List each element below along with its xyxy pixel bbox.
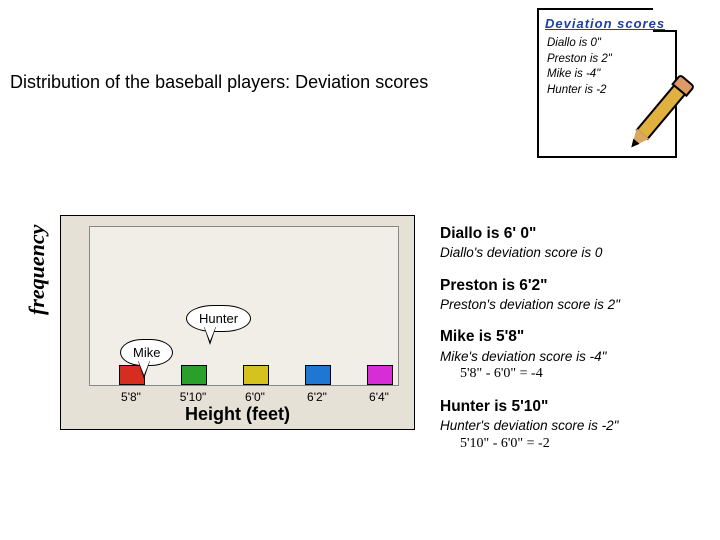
note-line: Hunter is -2 <box>547 83 612 99</box>
explain-sub: Diallo's deviation score is 0 <box>440 244 710 262</box>
explain-sub: Mike's deviation score is -4" <box>440 348 710 366</box>
note-line: Mike is -4" <box>547 67 612 83</box>
chart-container: MikeHunter 5'8" 5'10" 6'0" 6'2" 6'4" Height … <box>60 215 415 430</box>
note-line: Diallo is 0" <box>547 36 612 52</box>
explain-calc: 5'10" - 6'0" = -2 <box>460 435 710 453</box>
bar <box>181 365 207 385</box>
callout-tail <box>138 360 150 375</box>
explain-sub: Hunter's deviation score is -2" <box>440 417 710 435</box>
y-axis-label: frequency <box>24 225 50 315</box>
note-lines: Diallo is 0" Preston is 2" Mike is -4" H… <box>547 36 612 98</box>
explanations: Diallo is 6' 0"Diallo's deviation score … <box>440 218 710 453</box>
callout-tail <box>204 326 216 341</box>
note-page: Deviation scores Diallo is 0" Preston is… <box>537 8 702 188</box>
x-tick-label: 6'0" <box>230 390 280 404</box>
explain-calc: 5'8" - 6'0" = -4 <box>460 365 710 383</box>
callout-hunter: Hunter <box>186 305 251 332</box>
x-axis-label: Height (feet) <box>61 404 414 425</box>
note-line: Preston is 2" <box>547 52 612 68</box>
explain-heading: Diallo is 6' 0" <box>440 224 710 244</box>
explain-heading: Preston is 6'2" <box>440 276 710 296</box>
explain-heading: Mike is 5'8" <box>440 327 710 347</box>
x-tick-label: 5'10" <box>168 390 218 404</box>
bar <box>367 365 393 385</box>
x-tick-label: 6'2" <box>292 390 342 404</box>
bar <box>305 365 331 385</box>
explain-sub: Preston's deviation score is 2" <box>440 296 710 314</box>
x-tick-label: 6'4" <box>354 390 404 404</box>
page-title: Distribution of the baseball players: De… <box>10 72 428 93</box>
plot-area: MikeHunter <box>89 226 399 386</box>
note-heading: Deviation scores <box>545 16 665 31</box>
explain-heading: Hunter is 5'10" <box>440 397 710 417</box>
x-tick-label: 5'8" <box>106 390 156 404</box>
bar <box>243 365 269 385</box>
